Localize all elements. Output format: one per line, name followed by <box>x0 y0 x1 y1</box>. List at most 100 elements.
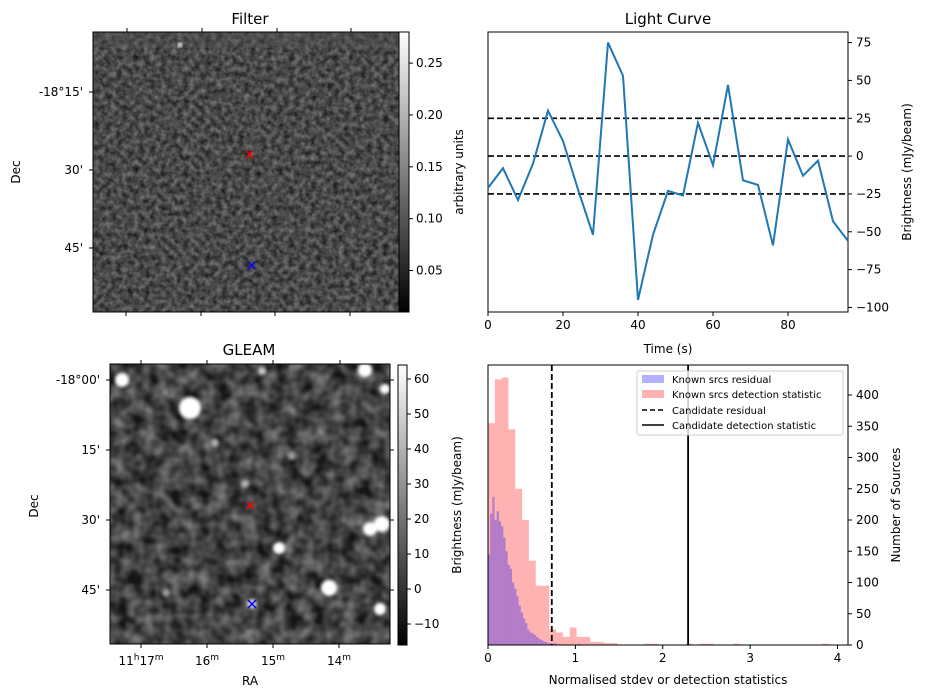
ytick-label: 50 <box>856 73 871 87</box>
histogram-bar <box>488 554 491 645</box>
gleam-xtick-3: 14m <box>327 653 351 668</box>
gleam-ylabel: Dec <box>27 494 41 517</box>
histogram-bar <box>576 636 584 645</box>
filter-title: Filter <box>231 10 269 28</box>
gleam-ytick-0: -18°00' <box>56 373 100 387</box>
histogram-bar <box>577 643 580 645</box>
histogram-yticks: 0 50 100 150 200 250 300 350 400 <box>848 388 879 652</box>
histogram-bar <box>706 643 713 645</box>
histogram-bar <box>549 643 552 645</box>
histogram-bar <box>610 643 618 645</box>
legend-swatch-residual <box>642 375 664 383</box>
ytick-label: 25 <box>856 111 871 125</box>
histogram-residual-bars <box>488 496 600 645</box>
legend-label-candidate-detection: Candidate detection statistic <box>672 421 816 432</box>
histogram-bar <box>508 429 516 645</box>
colorbar-tick-label: 0.20 <box>416 108 443 122</box>
legend-label-candidate-residual: Candidate residual <box>672 406 766 417</box>
histogram-bar <box>529 632 532 645</box>
ytick-label: 150 <box>856 544 879 558</box>
gleam-ticks <box>106 360 394 648</box>
xtick-label: 4 <box>834 651 842 665</box>
histogram-bar <box>603 643 611 645</box>
histogram-bar <box>498 521 502 645</box>
xtick-label: 3 <box>746 651 754 665</box>
svg-text:15m: 15m <box>261 653 285 668</box>
histogram-bar <box>516 596 519 645</box>
legend-label-residual: Known srcs residual <box>672 375 771 386</box>
histogram-bar <box>531 633 534 645</box>
histogram-bar <box>507 565 510 645</box>
histogram-bar <box>488 423 495 645</box>
filter-colorbar-ticks: 0.05 0.10 0.15 0.20 0.25 <box>409 56 443 278</box>
histogram-bar <box>556 632 563 645</box>
gleam-blue-marker <box>247 599 257 609</box>
histogram-bar <box>522 618 526 645</box>
xtick-label: 0 <box>484 318 492 332</box>
xtick-label: 1 <box>572 651 580 665</box>
gleam-ytick-1: 15' <box>81 443 100 457</box>
xtick-label: 20 <box>555 318 570 332</box>
histogram-bar <box>503 537 506 645</box>
histogram-bar <box>527 629 530 645</box>
histogram-bar <box>528 560 536 645</box>
ytick-label: 0 <box>856 638 864 652</box>
ytick-label: −100 <box>856 300 889 314</box>
histogram-bar <box>685 643 693 645</box>
histogram-detection-bars <box>488 377 829 645</box>
histogram-bar <box>644 643 652 645</box>
colorbar-tick-label: 0 <box>414 582 422 596</box>
ytick-label: 200 <box>856 513 879 527</box>
histogram-bar <box>590 641 598 645</box>
ytick-label: −50 <box>856 225 881 239</box>
histogram-bar <box>536 636 539 645</box>
histogram-bar <box>525 623 528 645</box>
histogram-bar <box>569 627 577 645</box>
filter-blue-marker <box>247 261 256 270</box>
gleam-title: GLEAM <box>223 341 276 359</box>
histogram-ylabel-right: Number of Sources <box>889 448 903 563</box>
ytick-label: 0 <box>856 149 864 163</box>
colorbar-tick-label: 0.10 <box>416 212 443 226</box>
gleam-xlabel: RA <box>242 674 259 688</box>
filter-image <box>93 32 399 312</box>
histogram-bar <box>520 612 523 645</box>
histogram-bar <box>699 643 707 645</box>
legend-label-detection: Known srcs detection statistic <box>672 390 821 401</box>
svg-text:14m: 14m <box>327 653 351 668</box>
ytick-label: −75 <box>856 263 881 277</box>
histogram-xticks: 0 1 2 3 4 <box>484 645 841 665</box>
gleam-red-marker <box>246 501 255 510</box>
histogram-bar <box>501 526 504 645</box>
histogram-bar <box>505 551 508 645</box>
gleam-colorbar <box>397 364 408 646</box>
histogram-bar <box>535 585 543 645</box>
ytick-label: 75 <box>856 36 871 50</box>
histogram-bar <box>509 568 513 645</box>
gleam-xtick-2: 15m <box>261 653 285 668</box>
histogram-bar <box>821 643 829 645</box>
ytick-label: 350 <box>856 419 879 433</box>
xtick-label: 80 <box>780 318 795 332</box>
gleam-colorbar-ticks: −10 0 10 20 30 40 50 60 <box>407 372 439 631</box>
gleam-ytick-3: 45' <box>81 583 100 597</box>
histogram-bar <box>514 588 517 645</box>
filter-red-marker <box>245 150 254 159</box>
filter-xticks <box>89 28 352 316</box>
gleam-xtick-1: 16m <box>195 653 219 668</box>
colorbar-tick-label: 10 <box>414 547 429 561</box>
colorbar-tick-label: 30 <box>414 477 429 491</box>
histogram-bar <box>494 379 502 645</box>
lightcurve-xlabel: Time (s) <box>643 342 693 356</box>
filter-colorbar <box>398 31 410 313</box>
filter-ytick-2: 45' <box>64 241 83 255</box>
histogram-bar <box>549 629 557 645</box>
colorbar-tick-label: 0.25 <box>416 56 443 70</box>
histogram-legend: Known srcs residual Known srcs detection… <box>636 370 844 436</box>
histogram-xlabel: Normalised stdev or detection statistics <box>549 673 788 687</box>
ytick-label: 300 <box>856 451 879 465</box>
gleam-ytick-2: 30' <box>81 513 100 527</box>
gleam-colorbar-label: Brightness (mJy/beam) <box>450 436 464 574</box>
histogram-bar <box>546 643 550 645</box>
